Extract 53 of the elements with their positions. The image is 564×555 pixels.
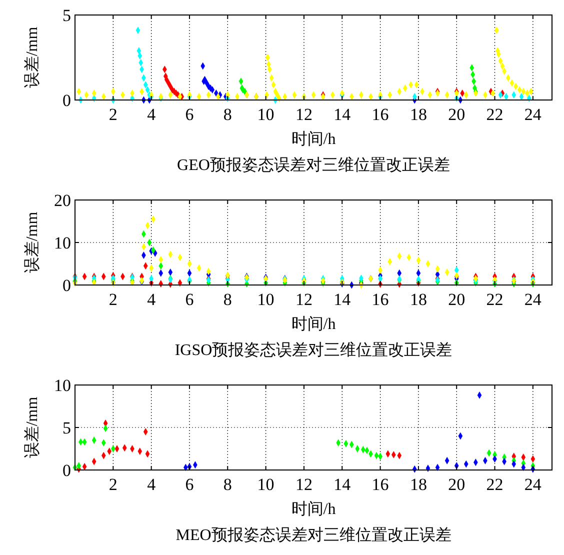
x-tick-label: 20	[448, 105, 466, 124]
x-tick-label: 14	[334, 290, 352, 309]
x-axis-title: 时间/h	[291, 130, 336, 148]
x-tick-label: 2	[108, 475, 118, 494]
y-tick-label: 0	[62, 91, 71, 110]
x-tick-label: 2	[108, 290, 118, 309]
x-tick-label: 20	[448, 475, 466, 494]
x-tick-label: 6	[185, 105, 194, 124]
x-tick-label: 24	[524, 290, 542, 309]
x-tick-label: 20	[448, 290, 466, 309]
x-tick-label: 24	[524, 475, 542, 494]
x-tick-label: 14	[334, 475, 352, 494]
x-tick-label: 12	[295, 290, 312, 309]
y-tick-label: 20	[54, 191, 71, 210]
x-tick-label: 12	[295, 475, 312, 494]
x-tick-label: 22	[486, 105, 504, 124]
x-axis-title: 时间/h	[291, 500, 336, 518]
x-tick-label: 14	[334, 105, 352, 124]
y-tick-label: 0	[62, 461, 71, 480]
x-tick-label: 16	[372, 290, 389, 309]
y-tick-label: 5	[62, 418, 71, 438]
y-axis-title: 误差/mm	[23, 396, 41, 458]
x-tick-label: 18	[410, 105, 427, 124]
x-tick-label: 8	[223, 290, 232, 309]
x-tick-label: 18	[410, 290, 427, 309]
x-tick-label: 6	[185, 290, 194, 309]
x-tick-label: 4	[147, 475, 156, 494]
x-tick-label: 12	[295, 105, 312, 124]
text: GEO预报姿态误差对三维位置改正误差	[177, 156, 450, 174]
y-tick-label: 5	[62, 6, 71, 25]
y-tick-label: 10	[54, 234, 71, 252]
x-tick-label: 16	[372, 105, 389, 124]
x-tick-label: 10	[257, 290, 274, 309]
text: IGSO预报姿态误差对三维位置改正误差	[174, 341, 452, 359]
x-tick-label: 4	[147, 105, 156, 124]
x-axis-title: 时间/h	[291, 315, 336, 333]
x-tick-label: 6	[185, 475, 194, 494]
x-tick-label: 24	[524, 105, 542, 124]
y-axis-title: 误差/mm	[23, 26, 41, 88]
y-axis-title: 误差/mm	[23, 211, 41, 274]
x-tick-label: 22	[486, 290, 504, 309]
x-tick-label: 8	[223, 475, 232, 494]
x-tick-label: 22	[486, 475, 504, 494]
x-tick-label: 2	[108, 105, 118, 124]
text: MEO预报姿态误差对三维位置改正误差	[176, 526, 452, 544]
y-tick-label: 0	[62, 276, 71, 295]
y-tick-label: 10	[54, 376, 71, 395]
x-tick-label: 18	[410, 475, 427, 494]
x-tick-label: 8	[223, 105, 232, 124]
x-tick-label: 4	[147, 290, 156, 309]
x-tick-label: 10	[257, 475, 274, 494]
x-tick-label: 10	[257, 105, 274, 124]
x-tick-label: 16	[372, 475, 389, 494]
